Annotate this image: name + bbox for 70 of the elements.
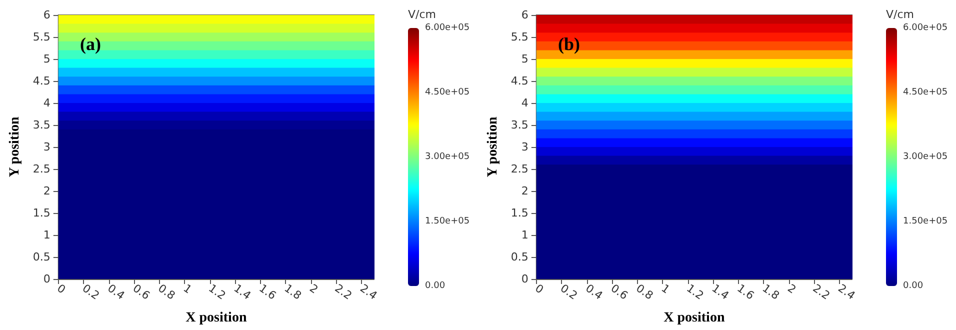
y-tick-label: 1.5 bbox=[510, 206, 528, 220]
color-bar-label: 0.00 bbox=[903, 281, 924, 291]
y-tick-label: 0 bbox=[521, 272, 528, 286]
color-bar-title: V/cm bbox=[408, 8, 436, 21]
x-tick-label: 0 bbox=[532, 282, 546, 296]
y-tick-label: 5 bbox=[43, 52, 50, 66]
y-tick-label: 3.5 bbox=[32, 118, 50, 132]
x-tick-label: 2 bbox=[307, 282, 320, 296]
y-tick-label: 1 bbox=[521, 228, 528, 242]
y-tick-label: 6 bbox=[521, 8, 528, 22]
y-tick-label: 0 bbox=[43, 272, 50, 286]
y-tick-label: 5.5 bbox=[32, 30, 50, 44]
x-tick-label: 0.4 bbox=[583, 282, 605, 302]
x-tick-label: 1.6 bbox=[256, 282, 278, 302]
x-tick-label: 1 bbox=[658, 282, 672, 296]
y-axis-title: Y position bbox=[486, 116, 500, 178]
x-tick-label: 1.4 bbox=[231, 282, 254, 302]
color-bar-label: 4.50e+05 bbox=[903, 88, 948, 98]
x-tick-label: 1.8 bbox=[282, 282, 304, 302]
x-tick-label: 0.6 bbox=[608, 282, 630, 302]
y-tick-label: 1.5 bbox=[32, 206, 50, 220]
y-tick-label: 5 bbox=[521, 52, 528, 66]
color-bar-label: 3.00e+05 bbox=[425, 152, 470, 162]
x-tick-label: 0.4 bbox=[105, 282, 127, 302]
color-bar-title: V/cm bbox=[886, 8, 914, 21]
color-bar-label: 3.00e+05 bbox=[903, 152, 948, 162]
color-bar-label: 0.00 bbox=[425, 281, 446, 291]
annotation: (b) bbox=[558, 34, 580, 54]
y-tick-label: 4 bbox=[43, 96, 50, 110]
x-tick-label: 2.2 bbox=[332, 282, 354, 302]
y-tick-label: 2 bbox=[43, 184, 50, 198]
y-tick-label: 3 bbox=[43, 140, 50, 154]
y-tick-label: 3.5 bbox=[510, 118, 528, 132]
y-tick-label: 4 bbox=[521, 96, 528, 110]
y-tick-label: 5.5 bbox=[510, 30, 528, 44]
y-tick-label: 0.5 bbox=[510, 250, 528, 264]
x-tick-label: 2.4 bbox=[358, 282, 380, 302]
x-tick-label: 1.4 bbox=[709, 282, 732, 302]
x-tick-label: 0.8 bbox=[634, 282, 656, 302]
x-tick-label: 0.2 bbox=[80, 282, 102, 302]
y-tick-label: 6 bbox=[43, 8, 50, 22]
x-tick-label: 1.2 bbox=[206, 282, 228, 302]
color-bar-label: 4.50e+05 bbox=[425, 88, 470, 98]
y-tick-label: 1 bbox=[43, 228, 50, 242]
y-tick-label: 2.5 bbox=[510, 162, 528, 176]
x-tick-label: 0.2 bbox=[558, 282, 580, 302]
x-axis-title: X position bbox=[186, 310, 247, 326]
x-tick-label: 2.2 bbox=[810, 282, 832, 302]
x-tick-label: 0.8 bbox=[156, 282, 178, 302]
x-tick-label: 2.4 bbox=[836, 282, 858, 302]
color-bar-label: 1.50e+05 bbox=[425, 216, 470, 226]
y-tick-label: 3 bbox=[521, 140, 528, 154]
x-tick-label: 2 bbox=[785, 282, 798, 296]
x-tick-label: 0.6 bbox=[130, 282, 152, 302]
x-tick-label: 1.6 bbox=[734, 282, 756, 302]
y-tick-label: 4.5 bbox=[510, 74, 528, 88]
color-bar-label: 6.00e+05 bbox=[425, 23, 470, 33]
y-axis-title: Y position bbox=[8, 116, 22, 178]
x-tick-label: 0 bbox=[54, 282, 68, 296]
color-bar-label: 1.50e+05 bbox=[903, 216, 948, 226]
y-tick-label: 2 bbox=[521, 184, 528, 198]
y-tick-label: 2.5 bbox=[32, 162, 50, 176]
y-tick-label: 0.5 bbox=[32, 250, 50, 264]
x-tick-label: 1.2 bbox=[684, 282, 706, 302]
x-tick-label: 1 bbox=[180, 282, 194, 296]
x-axis-title: X position bbox=[664, 310, 725, 326]
y-tick-label: 4.5 bbox=[32, 74, 50, 88]
annotation: (a) bbox=[80, 34, 101, 54]
color-bar-label: 6.00e+05 bbox=[903, 23, 948, 33]
x-tick-label: 1.8 bbox=[760, 282, 782, 302]
